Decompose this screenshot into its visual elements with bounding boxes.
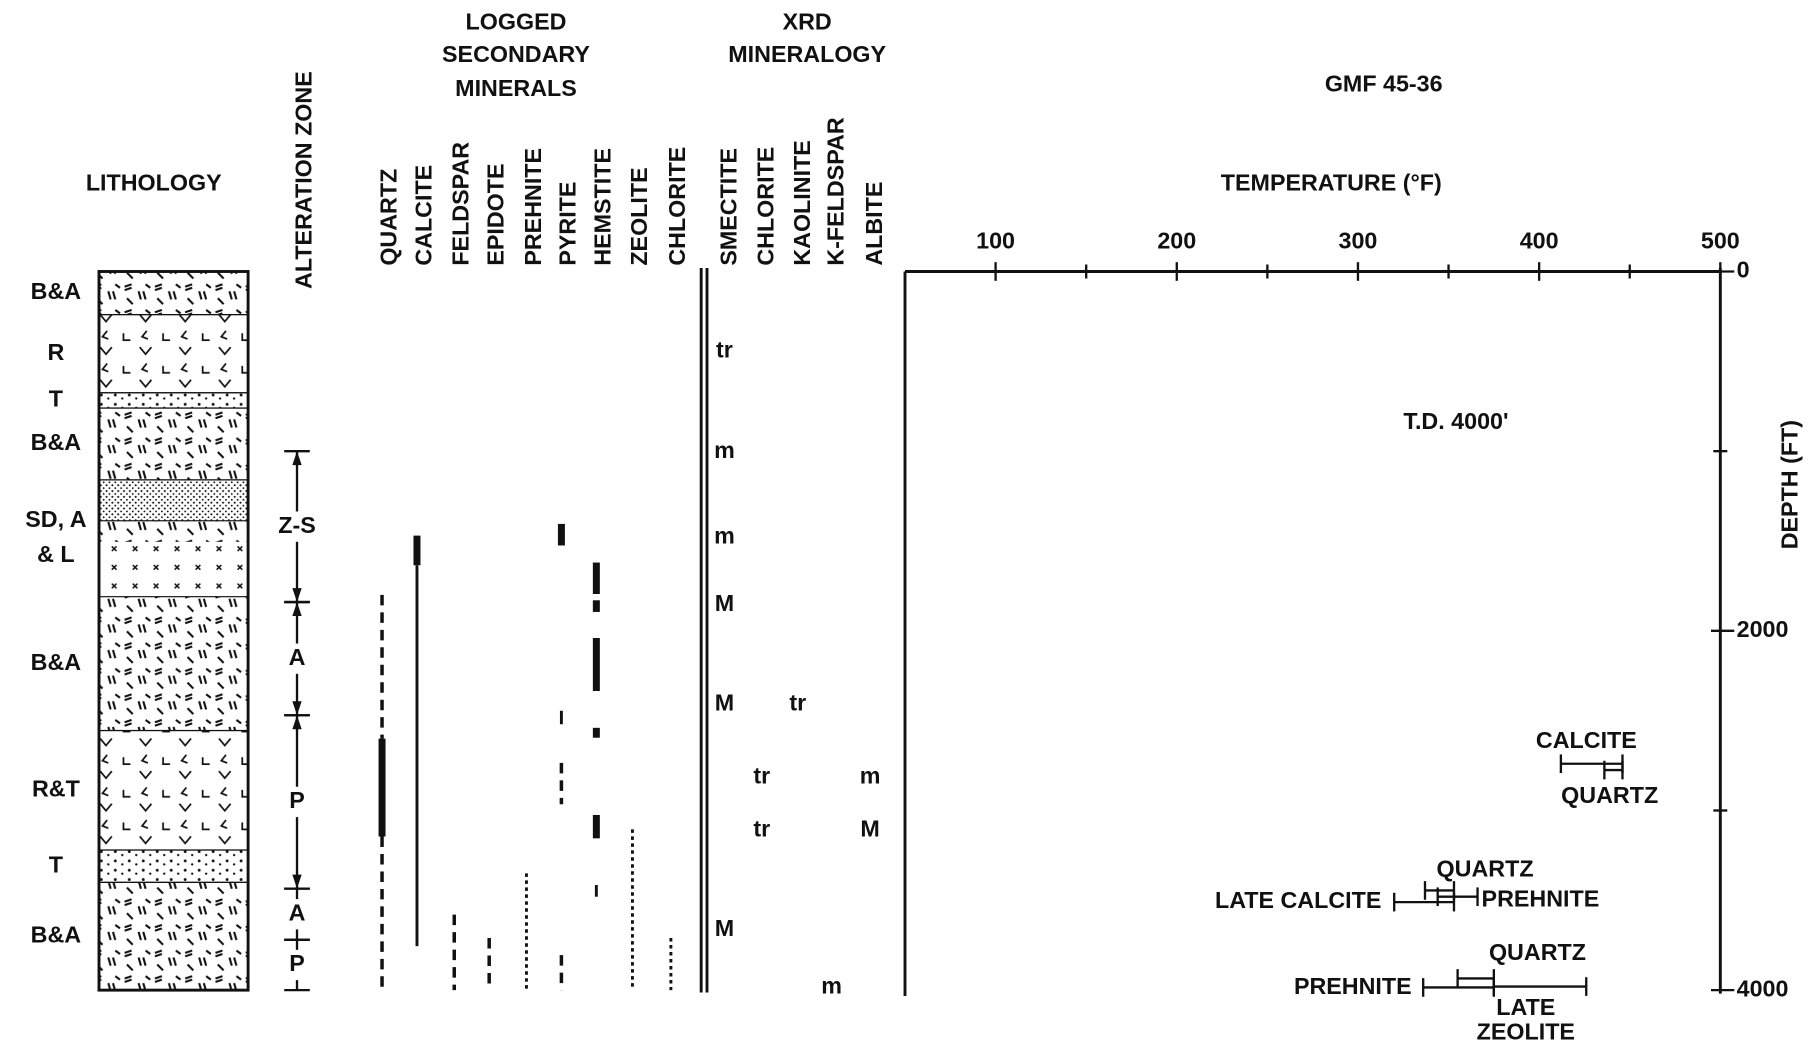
lith-label: B&A	[31, 429, 82, 455]
xrd-abundance: tr	[716, 337, 733, 363]
temp-tick-label: 500	[1701, 228, 1740, 254]
zone-label: A	[289, 644, 306, 670]
xrd-abundance: tr	[789, 690, 806, 716]
mineral-name: PREHNITE	[520, 148, 546, 266]
xrd-heading: MINERALOGY	[728, 41, 886, 67]
arrow-head	[292, 701, 302, 716]
alteration-heading: ALTERATION ZONE	[290, 71, 316, 289]
arrow-head	[292, 588, 302, 603]
inclusion-label: ZEOLITE	[1477, 1018, 1575, 1044]
lith-label: B&A	[31, 921, 82, 947]
xrd-abundance: tr	[753, 762, 770, 788]
xrd-abundance: m	[821, 973, 842, 999]
xrd-heading: XRD	[783, 9, 832, 35]
xrd-abundance: M	[715, 915, 734, 941]
arrow-head	[292, 874, 302, 889]
xrd-abundance: M	[715, 690, 734, 716]
lith-unit	[98, 479, 249, 522]
depth-tick-label: 2000	[1737, 616, 1789, 642]
mineral-name: CALCITE	[410, 165, 436, 266]
depth-tick-label: 0	[1737, 257, 1750, 283]
lith-label: SD, A	[25, 506, 86, 532]
lith-unit	[98, 596, 249, 732]
mineral-name: HEMSTITE	[590, 148, 616, 266]
inclusion-label: QUARTZ	[1561, 782, 1658, 808]
mineral-name: PYRITE	[555, 182, 581, 266]
lith-unit	[98, 849, 249, 883]
lith-unit	[98, 270, 249, 316]
temp-tick-label: 100	[976, 228, 1015, 254]
mineral-name: KAOLINITE	[789, 140, 815, 265]
lith-label: T	[49, 386, 63, 412]
mineral-name: FELDSPAR	[448, 142, 474, 266]
temp-tick-label: 200	[1157, 228, 1196, 254]
lithology-heading: LITHOLOGY	[86, 169, 222, 195]
inclusion-label: LATE CALCITE	[1215, 887, 1381, 913]
lith-label: R&T	[32, 775, 80, 801]
xrd-abundance: tr	[753, 815, 770, 841]
mineral-name: CHLORITE	[664, 147, 690, 266]
arrow-head	[292, 602, 302, 617]
lith-unit	[98, 729, 249, 851]
temperature-heading: TEMPERATURE (°F)	[1221, 169, 1442, 195]
title: GMF 45-36	[1325, 70, 1443, 96]
lith-label: B&A	[31, 649, 82, 675]
lith-frame	[97, 270, 250, 992]
lith-label: & L	[37, 541, 75, 567]
mineral-name: CHLORITE	[753, 147, 779, 266]
temp-tick-label: 300	[1339, 228, 1378, 254]
logged-heading: SECONDARY	[442, 41, 590, 67]
depth-heading: DEPTH (FT)	[1777, 420, 1803, 549]
zone-label: A	[289, 899, 306, 925]
inclusion-label: CALCITE	[1536, 727, 1637, 753]
zone-label: Z-S	[278, 512, 316, 538]
lith-label: R	[47, 339, 64, 365]
inclusion-label: PREHNITE	[1294, 973, 1412, 999]
mineral-name: K-FELDSPAR	[823, 117, 849, 265]
xrd-abundance: M	[715, 590, 734, 616]
inclusion-label: QUARTZ	[1489, 939, 1586, 965]
inclusion-label: PREHNITE	[1482, 886, 1600, 912]
lith-unit	[98, 314, 249, 394]
lith-unit	[98, 881, 249, 991]
mineral-name: ALBITE	[861, 182, 887, 266]
temp-tick-label: 400	[1520, 228, 1559, 254]
mineral-name: EPIDOTE	[483, 163, 509, 265]
inclusion-label: LATE	[1496, 994, 1555, 1020]
lith-label: B&A	[31, 278, 82, 304]
lith-unit	[98, 407, 249, 481]
zone-label: P	[289, 950, 305, 976]
xrd-abundance: M	[860, 815, 879, 841]
logged-heading: MINERALS	[455, 75, 577, 101]
xrd-abundance: m	[860, 762, 881, 788]
depth-tick-label: 4000	[1737, 975, 1789, 1001]
xrd-abundance: m	[714, 437, 735, 463]
lith-unit	[99, 541, 249, 597]
total-depth: T.D. 4000'	[1403, 408, 1508, 434]
zone-label: P	[289, 787, 305, 813]
mineral-name: QUARTZ	[375, 169, 401, 266]
mineral-name: ZEOLITE	[626, 167, 652, 265]
inclusion-label: QUARTZ	[1437, 855, 1534, 881]
logged-heading: LOGGED	[466, 9, 567, 35]
mineral-name: SMECTITE	[715, 148, 741, 266]
xrd-abundance: m	[714, 523, 735, 549]
arrow-head	[292, 451, 302, 466]
lith-unit	[99, 520, 249, 542]
arrow-head	[292, 715, 302, 730]
lith-label: T	[49, 851, 63, 877]
lith-unit	[98, 392, 249, 409]
